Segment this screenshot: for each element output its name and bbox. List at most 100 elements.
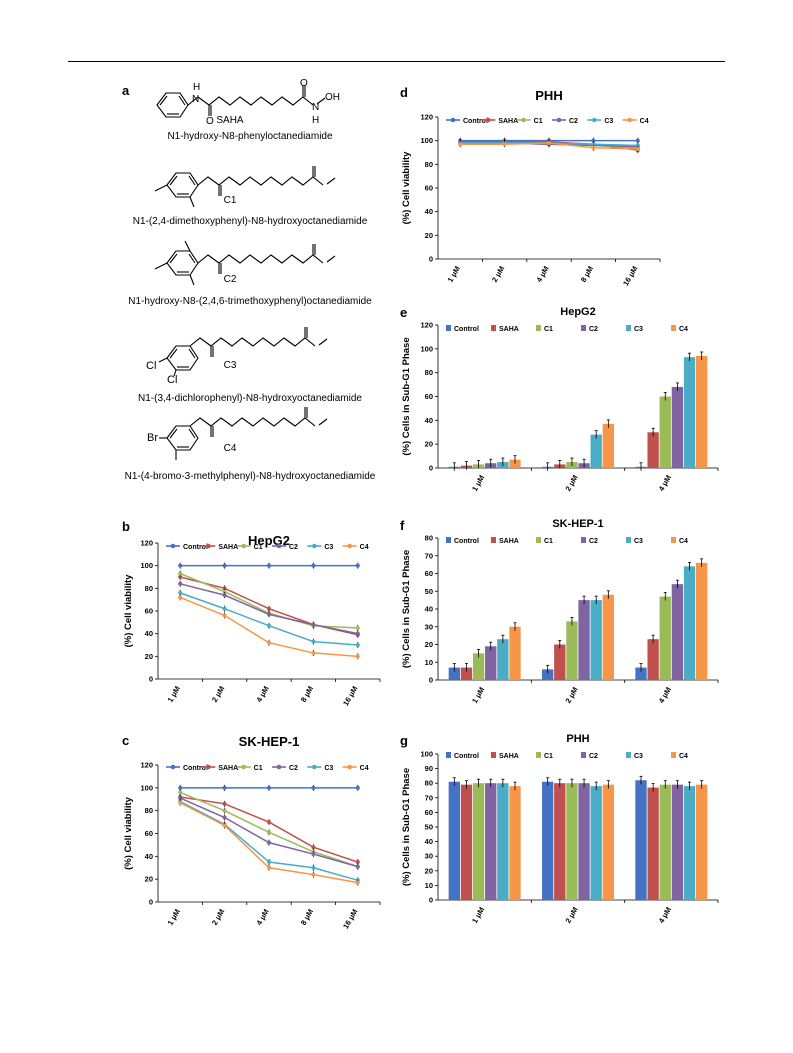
legend-label: C4: [679, 538, 688, 545]
compound-name-c4: N1-(4-bromo-3-methylphenyl)-N8-hydroxyoc…: [124, 471, 376, 482]
legend-label: SAHA: [498, 118, 518, 125]
data-point: [178, 563, 183, 568]
chart-title: SK-HEP-1: [552, 518, 603, 530]
bar: [554, 644, 566, 680]
legend-marker: [276, 543, 282, 549]
legend-marker: [556, 117, 562, 123]
legend-label: C3: [634, 326, 643, 333]
legend-label: C2: [589, 753, 598, 760]
bar: [497, 639, 509, 680]
data-point: [178, 796, 183, 801]
y-axis-title: (%) Cells in Sub-G1 Phase: [401, 550, 412, 668]
compound-code-c3: C3: [223, 360, 237, 371]
data-point: [267, 830, 271, 835]
panel-label-g: g: [400, 733, 408, 748]
legend-marker: [276, 764, 282, 770]
legend-label: SAHA: [499, 538, 519, 545]
x-tick-label: 4 μM: [657, 474, 673, 493]
bar: [602, 594, 614, 680]
x-tick-label: 8 μM: [579, 265, 595, 284]
legend-swatch: [491, 537, 496, 543]
legend-label: C1: [544, 538, 553, 545]
data-point: [222, 586, 227, 591]
chart-title: PHH: [566, 733, 589, 745]
bar: [460, 784, 473, 900]
panel-label-b: b: [122, 519, 130, 534]
y-tick-label: 0: [149, 675, 153, 684]
legend-swatch: [446, 537, 451, 543]
data-point: [267, 606, 271, 611]
x-tick-label: 16 μM: [341, 908, 359, 931]
chlorine-label: Cl: [167, 374, 178, 386]
y-tick-label: 120: [140, 539, 153, 548]
compound-code-c1: C1: [223, 195, 237, 206]
panel-label-d: d: [400, 85, 408, 100]
legend-swatch: [671, 325, 676, 331]
data-point: [222, 606, 227, 611]
data-point: [311, 639, 316, 644]
legend-marker: [521, 117, 526, 123]
y-tick-label: 120: [420, 113, 433, 122]
compound-name-c1: N1-(2,4-dimethoxyphenyl)-N8-hydroxyoctan…: [132, 216, 368, 227]
y-tick-label: 100: [140, 561, 153, 570]
data-point: [311, 622, 316, 627]
data-point: [311, 563, 316, 568]
y-tick-label: 80: [145, 584, 153, 593]
bar: [590, 786, 602, 900]
legend-marker: [206, 543, 211, 549]
bar: [566, 621, 578, 680]
y-axis-title: (%) Cell viability: [123, 574, 134, 648]
data-point: [355, 631, 360, 636]
data-point: [355, 864, 360, 869]
data-point: [222, 823, 227, 828]
y-tick-label: 120: [140, 761, 153, 770]
bar: [671, 584, 684, 680]
legend-label: C4: [640, 118, 649, 125]
chart-title: HepG2: [560, 306, 595, 318]
legend-label: C3: [634, 753, 643, 760]
compound-code-c4: C4: [223, 443, 237, 454]
x-tick-label: 1 μM: [470, 906, 486, 925]
bar: [659, 596, 671, 680]
legend-marker: [170, 543, 176, 549]
x-tick-label: 1 μM: [166, 685, 182, 704]
data-point: [178, 790, 183, 795]
legend-label: SAHA: [218, 544, 238, 551]
data-point: [178, 581, 183, 586]
panel-label-f: f: [400, 518, 405, 533]
data-point: [355, 880, 360, 885]
bar: [509, 626, 521, 680]
data-point: [311, 872, 316, 877]
legend-label: SAHA: [499, 326, 519, 333]
data-point: [178, 595, 183, 600]
legend-swatch: [581, 325, 586, 331]
y-tick-label: 20: [425, 640, 433, 649]
data-point: [635, 146, 640, 151]
data-point: [591, 138, 596, 143]
x-tick-label: 2 μM: [210, 685, 226, 704]
structure-c4: [159, 407, 328, 460]
y-tick-label: 40: [425, 837, 433, 846]
y-tick-label: 60: [145, 607, 153, 616]
legend-swatch: [536, 752, 541, 758]
data-point: [267, 612, 271, 617]
legend-label: C1: [544, 753, 553, 760]
y-tick-label: 100: [420, 344, 433, 353]
atom-n-label: N: [312, 102, 320, 113]
data-point: [311, 865, 316, 870]
data-point: [222, 589, 227, 594]
bromine-label: Br: [147, 432, 158, 444]
y-tick-label: 40: [145, 852, 153, 861]
y-tick-label: 80: [145, 806, 153, 815]
bar: [647, 432, 659, 468]
x-tick-label: 1 μM: [166, 908, 182, 927]
legend-label: C4: [360, 544, 369, 551]
y-tick-label: 10: [425, 881, 433, 890]
legend-swatch: [626, 752, 631, 758]
x-tick-label: 1 μM: [446, 265, 462, 284]
x-tick-label: 1 μM: [470, 474, 486, 493]
legend-label: C1: [534, 118, 543, 125]
legend-label: C3: [324, 765, 333, 772]
data-point: [591, 142, 596, 147]
legend-marker: [486, 117, 491, 123]
